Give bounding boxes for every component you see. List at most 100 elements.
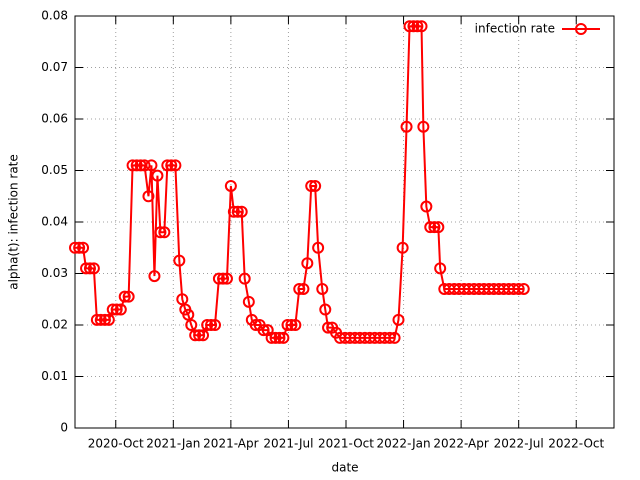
data-point (193, 329, 206, 342)
data-point (277, 331, 290, 344)
data-point (142, 190, 155, 203)
data-point (316, 282, 329, 295)
data-point (517, 282, 530, 295)
data-point (158, 226, 171, 239)
x-axis-label: date (331, 461, 358, 475)
x-tick-label: 2021-Oct (318, 437, 374, 451)
data-point (293, 282, 306, 295)
y-tick-label: 0.02 (41, 318, 68, 332)
data-point (257, 324, 270, 337)
y-tick-label: 0.07 (41, 60, 68, 74)
data-point (106, 303, 119, 316)
y-tick-label: 0 (60, 421, 68, 435)
data-point (383, 331, 396, 344)
data-point (94, 313, 107, 326)
data-point (145, 159, 158, 172)
data-point (114, 303, 127, 316)
x-tick-label: 2022-Oct (548, 437, 604, 451)
y-tick-label: 0.08 (41, 9, 68, 23)
data-point (305, 179, 318, 192)
data-point (208, 319, 221, 331)
data-point (165, 159, 178, 172)
data-point (138, 159, 151, 172)
data-point (148, 270, 161, 283)
data-point (201, 319, 214, 331)
x-tick-label: 2022-Jan (377, 437, 431, 451)
data-point (434, 262, 447, 275)
data-point (319, 303, 332, 316)
data-point (424, 221, 437, 234)
data-point (161, 159, 174, 172)
data-point (281, 319, 294, 331)
data-point (289, 319, 302, 331)
data-point (69, 241, 81, 254)
data-point (126, 159, 139, 172)
y-tick-label: 0.03 (41, 266, 68, 280)
x-tick-label: 2020-Oct (88, 437, 144, 451)
data-point (411, 20, 424, 33)
data-point (297, 282, 310, 295)
data-point (154, 226, 167, 239)
data-point (182, 308, 195, 321)
data-point (415, 20, 428, 33)
data-point (118, 290, 131, 303)
data-point (265, 331, 278, 344)
plot-frame (74, 15, 615, 429)
data-point (102, 313, 115, 326)
y-tick-label: 0.01 (41, 369, 68, 383)
data-point (403, 20, 416, 33)
data-point (512, 282, 525, 295)
data-point (224, 179, 237, 192)
y-tick-label: 0.04 (41, 215, 68, 229)
data-point (83, 262, 96, 275)
data-point (87, 262, 100, 275)
data-point (301, 257, 314, 270)
legend-marker (575, 23, 587, 35)
y-axis-label: alpha(t): infection rate (7, 154, 21, 290)
x-tick-label: 2021-Jan (146, 437, 200, 451)
data-point (231, 205, 244, 218)
data-point (189, 329, 202, 342)
legend-label: infection rate (475, 22, 555, 36)
data-point (90, 313, 103, 326)
data-point (220, 272, 233, 285)
data-point (417, 120, 430, 133)
data-point (176, 293, 189, 306)
x-tick-label: 2022-Apr (433, 437, 488, 451)
data-point (388, 331, 401, 344)
data-point (400, 120, 413, 133)
data-point (235, 205, 248, 218)
data-point (110, 303, 123, 316)
data-point (130, 159, 143, 172)
data-point (217, 272, 230, 285)
data-point (185, 319, 198, 331)
data-point (98, 313, 111, 326)
data-point (312, 241, 325, 254)
data-point (173, 254, 186, 267)
data-point (392, 313, 405, 326)
data-point (151, 169, 164, 182)
x-tick-label: 2021-Apr (203, 437, 258, 451)
data-point (212, 272, 225, 285)
data-point (238, 272, 251, 285)
data-point (407, 20, 420, 33)
data-point (273, 331, 286, 344)
data-point (432, 221, 445, 234)
x-tick-label: 2021-Jul (263, 437, 313, 451)
y-tick-label: 0.05 (41, 163, 68, 177)
y-tick-label: 0.06 (41, 112, 68, 126)
data-point (269, 331, 282, 344)
data-point (428, 221, 441, 234)
data-point (80, 262, 93, 275)
data-point (205, 319, 218, 331)
data-point (197, 329, 210, 342)
data-point (77, 241, 90, 254)
data-point (169, 159, 182, 172)
data-point (73, 241, 86, 254)
data-point (309, 179, 322, 192)
x-tick-label: 2022-Jul (494, 437, 544, 451)
data-point (420, 200, 433, 213)
data-point (122, 290, 135, 303)
data-point (242, 295, 255, 308)
